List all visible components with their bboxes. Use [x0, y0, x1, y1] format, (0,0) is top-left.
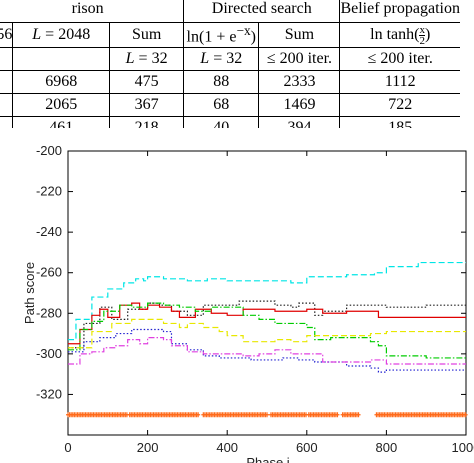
y-tick-label: -320	[36, 386, 62, 401]
series-line-4	[68, 318, 466, 349]
scatter-point	[463, 412, 468, 418]
table-row: 461 218 40 394 185	[0, 116, 460, 128]
y-tick-label: -240	[36, 224, 62, 239]
results-table: rison Directed search Belief propagation…	[0, 0, 460, 128]
table-subheader-lntanh-den: 2	[419, 34, 425, 47]
table-subheader-ln: ln(1 + e−x)	[183, 22, 259, 48]
scatter-point	[335, 412, 340, 418]
table-cell: 6968	[12, 70, 110, 94]
table-row: 2065 367 68 1469 722	[0, 93, 460, 117]
y-tick-label: -300	[36, 346, 62, 361]
table-row: 6968 475 88 2333 1112	[0, 70, 460, 94]
series-line-5	[68, 328, 466, 373]
table-subheader2-blank	[0, 47, 13, 71]
scatter-layer	[66, 412, 468, 418]
table-cell: 2333	[258, 70, 340, 94]
x-tick-label: 0	[64, 440, 71, 455]
table-subheader-sum-label: Sum	[131, 26, 162, 43]
series-line-0	[68, 261, 466, 341]
axis-ticks: -200 -220 -240 -260 -280 -300 -320 0 200 400 600 80…	[36, 143, 474, 455]
series-line-3	[68, 302, 466, 359]
table-cell: 185	[339, 116, 460, 128]
table-subheader2-L32-a: L = 32	[109, 47, 184, 71]
table-subheader-ln-exp: −x	[236, 23, 251, 39]
table-subheader2-blank-2	[12, 47, 110, 71]
scatter-point	[196, 412, 201, 418]
table-cell: 367	[109, 93, 184, 117]
table-cell: 2065	[12, 93, 110, 117]
table-subheader-56: 56	[0, 22, 13, 48]
series-line-6	[68, 337, 466, 365]
table-group-header-comparison: rison	[0, 0, 110, 23]
table-cell: 722	[339, 93, 460, 117]
table-cell: 1469	[258, 93, 340, 117]
x-tick-label: 1000	[452, 440, 474, 455]
table-subheader-L2048-value: 2048	[58, 26, 91, 43]
y-tick-label: -200	[36, 143, 62, 158]
table-subheader-sum-ds: Sum	[109, 22, 184, 48]
x-tick-label: 200	[137, 440, 159, 455]
table-cell: 1112	[339, 70, 460, 94]
table-cell: 461	[12, 116, 110, 128]
table-cell: 40	[183, 116, 259, 128]
table-subheader2-iter-b: ≤ 200 iter.	[339, 47, 460, 71]
x-tick-label: 600	[296, 440, 318, 455]
table-subheader-lntanh-num: x	[419, 23, 425, 36]
table-subheader-lntanh-text: ln tanh(	[370, 25, 420, 43]
table-subheader2-iter-a: ≤ 200 iter.	[258, 47, 340, 71]
y-tick-label: -260	[36, 265, 62, 280]
table-subheader-L2048: L = 2048	[12, 22, 110, 48]
y-tick-label: -220	[36, 184, 62, 199]
scatter-point	[356, 412, 361, 418]
results-table-region: rison Directed search Belief propagation…	[0, 0, 474, 128]
table-subheader-sum-bp: Sum	[258, 22, 340, 48]
table-cell: 88	[183, 70, 259, 94]
series-layer	[68, 261, 466, 373]
table-cell: 218	[109, 116, 184, 128]
path-score-chart: -200 -220 -240 -260 -280 -300 -320 0 200 400 600 80…	[22, 143, 474, 463]
table-subheader-lntanh: ln tanh(x 2)	[339, 22, 460, 48]
table-cell: 394	[258, 116, 340, 128]
table-group-header-belief: Belief propagation	[339, 0, 460, 23]
y-axis-label: Path score	[22, 262, 37, 324]
table-subheader-lntanh-close: )	[424, 25, 431, 43]
table-cell: 475	[109, 70, 184, 94]
scatter-point	[265, 412, 269, 418]
table-group-header-directed: Directed search	[183, 0, 340, 23]
table-cell: 68	[183, 93, 259, 117]
x-tick-label: 800	[376, 440, 398, 455]
table-subheader-ln-text: ln(1 + e	[186, 28, 237, 46]
x-tick-label: 400	[216, 440, 238, 455]
table-blank-header	[109, 0, 184, 23]
table-subheader2-L32-b: L = 32	[183, 47, 259, 71]
plot-frame	[67, 150, 467, 436]
table-subheader-ln-close: )	[250, 28, 256, 46]
y-tick-label: -280	[36, 305, 62, 320]
series-line-2	[68, 302, 466, 345]
x-axis-label: Phase i	[246, 455, 289, 463]
